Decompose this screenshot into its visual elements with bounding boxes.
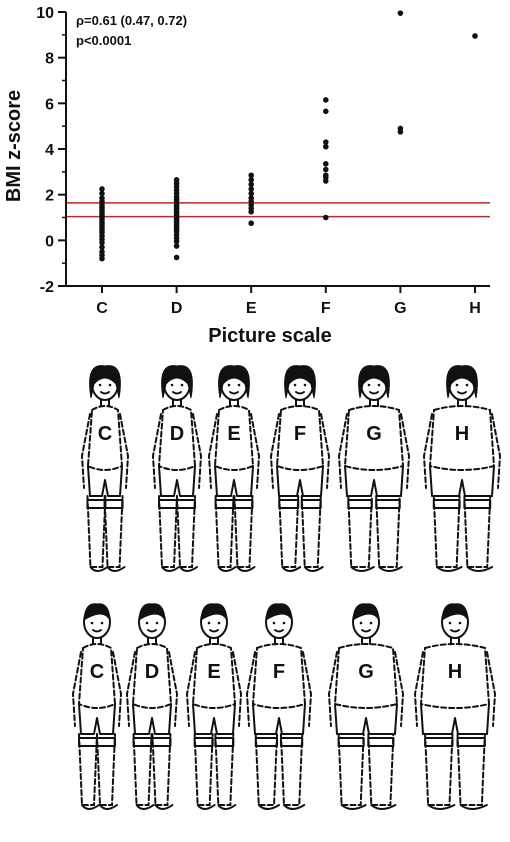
data-points-layer — [99, 10, 478, 262]
data-point — [472, 33, 478, 39]
data-point — [323, 178, 329, 184]
data-point — [248, 208, 254, 215]
data-point — [248, 181, 254, 188]
data-point — [173, 238, 180, 245]
data-point — [173, 243, 180, 249]
bmi-scatter-chart: -2 0 2 4 6 8 10 C D E F G H ρ=0.61 (0.47, 0.72) p<0.… — [3, 5, 490, 347]
reference-lines-layer — [66, 202, 490, 218]
figure-h: H — [422, 365, 502, 572]
y-tick-label: 4 — [45, 142, 54, 159]
annotation-rho: ρ=0.61 (0.47, 0.72) — [76, 13, 187, 28]
svg-text:F: F — [273, 661, 285, 683]
data-point — [323, 161, 329, 167]
data-point — [323, 139, 329, 145]
figure-e: E — [185, 603, 243, 810]
svg-text:F: F — [294, 423, 306, 445]
x-tick-label: C — [96, 300, 108, 317]
girl-figures-row: C D E F G H — [80, 365, 502, 572]
data-point — [248, 190, 254, 197]
y-tick-label: 2 — [45, 188, 54, 205]
figure-c: C — [71, 603, 123, 810]
y-tick-label: 8 — [45, 51, 54, 68]
figure-g: G — [337, 365, 411, 572]
data-point — [323, 108, 329, 115]
svg-text:G: G — [358, 661, 374, 683]
data-point — [397, 10, 404, 16]
y-axis-title: BMI z-score — [3, 90, 25, 202]
data-point — [99, 244, 105, 250]
svg-text:E: E — [227, 423, 240, 445]
y-tick-label: 0 — [45, 233, 54, 250]
y-tick-label: -2 — [40, 279, 54, 296]
data-point — [99, 239, 105, 246]
svg-text:H: H — [455, 423, 469, 445]
svg-text:D: D — [145, 661, 159, 683]
data-point — [99, 190, 105, 197]
data-point — [397, 129, 404, 135]
svg-text:C: C — [98, 423, 112, 445]
data-point — [248, 220, 254, 227]
x-tick-label: H — [469, 300, 481, 317]
y-tick-label: 6 — [45, 96, 54, 113]
data-point — [323, 97, 329, 103]
data-point — [248, 186, 254, 192]
data-point — [248, 177, 254, 183]
figure-d: D — [151, 365, 203, 572]
boy-figures-row: C D E F G H — [71, 603, 497, 810]
svg-text:E: E — [207, 661, 220, 683]
figure-e: E — [207, 365, 261, 572]
data-point — [323, 143, 329, 150]
data-point — [173, 254, 180, 261]
picture-scale-figures: C D E F G H C D E F G H — [71, 365, 502, 810]
axes-layer: -2 0 2 4 6 8 10 C D E F G H — [36, 5, 490, 317]
data-point — [99, 186, 105, 192]
figure-h: H — [413, 603, 497, 810]
data-point — [323, 214, 329, 221]
figure-c: C — [80, 365, 130, 572]
figure-d: D — [125, 603, 179, 810]
x-tick-label: D — [171, 300, 183, 317]
svg-text:C: C — [90, 661, 104, 683]
svg-text:H: H — [448, 661, 462, 683]
y-tick-label: 10 — [36, 5, 54, 22]
data-point — [99, 255, 105, 262]
x-tick-label: E — [246, 300, 257, 317]
x-tick-label: F — [321, 300, 331, 317]
figure-g: G — [327, 603, 405, 810]
svg-text:G: G — [366, 423, 382, 445]
x-tick-label: G — [394, 300, 406, 317]
figure-f: F — [245, 603, 313, 810]
data-point — [248, 172, 254, 179]
data-point — [323, 166, 329, 173]
x-axis-title: Picture scale — [208, 325, 331, 347]
annotation-p-value: p<0.0001 — [76, 33, 131, 48]
svg-text:D: D — [170, 423, 184, 445]
figure-f: F — [269, 365, 331, 572]
